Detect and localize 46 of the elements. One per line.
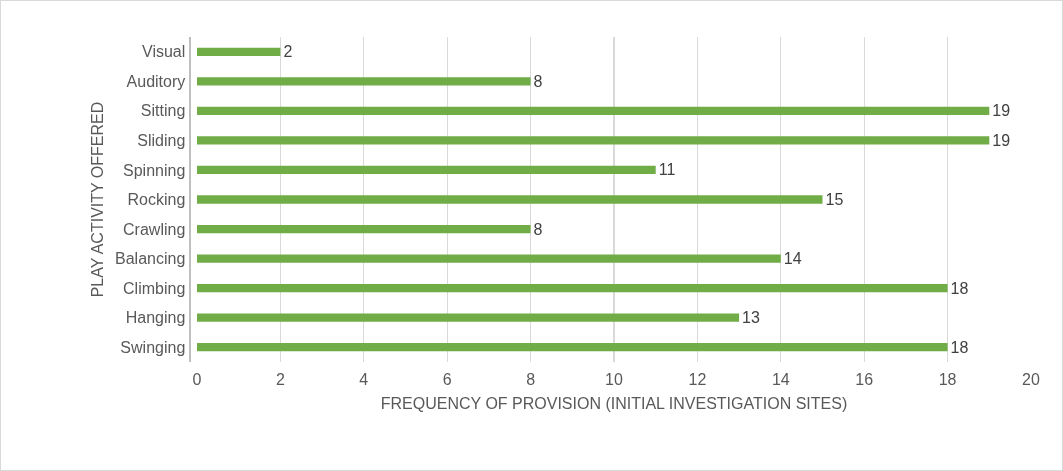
x-tick-label: 16 — [855, 371, 874, 388]
bar — [197, 313, 740, 322]
y-tick-label: Auditory — [126, 72, 186, 90]
data-label: 15 — [825, 191, 844, 208]
x-tick-label: 8 — [526, 371, 536, 388]
y-tick-label: Crawling — [123, 220, 186, 238]
data-label: 18 — [950, 338, 969, 356]
bar — [197, 254, 781, 263]
data-label: 11 — [658, 161, 676, 179]
x-axis-title: FREQUENCY OF PROVISION (INITIAL INVESTIGATION SITES) — [380, 394, 848, 412]
data-label: 13 — [742, 309, 760, 327]
data-label: 18 — [950, 279, 969, 297]
y-tick-label: Balancing — [115, 250, 186, 268]
data-label: 8 — [533, 72, 543, 90]
y-tick-label: Spinning — [123, 161, 186, 179]
data-label: 19 — [992, 131, 1011, 149]
y-tick-label: Climbing — [123, 279, 186, 297]
x-tick-label: 14 — [771, 371, 790, 388]
data-label: 19 — [992, 102, 1011, 120]
x-tick-label: 20 — [1022, 371, 1040, 388]
x-tick-label: 12 — [688, 371, 707, 388]
bar — [197, 77, 531, 86]
y-tick-label: Visual — [142, 43, 186, 61]
y-tick-label: Sliding — [137, 132, 186, 150]
y-tick-label: Swinging — [120, 338, 186, 356]
bar — [197, 195, 823, 204]
data-label: 8 — [533, 220, 543, 238]
x-tick-label: 0 — [192, 371, 202, 388]
data-label: 14 — [783, 250, 802, 268]
bar — [197, 224, 531, 234]
bar — [197, 106, 990, 115]
x-tick-label: 10 — [605, 371, 623, 388]
bar — [197, 47, 281, 56]
y-tick-label: Rocking — [127, 191, 186, 209]
bar — [197, 136, 990, 145]
x-tick-label: 6 — [442, 371, 452, 388]
y-axis-title: PLAY ACTIVITY OFFERED — [88, 101, 106, 298]
bar — [197, 343, 948, 352]
x-tick-label: 18 — [938, 371, 957, 388]
data-label: 2 — [283, 43, 293, 61]
bar — [197, 165, 656, 175]
x-tick-label: 4 — [359, 371, 369, 388]
x-tick-label: 2 — [275, 371, 285, 388]
y-tick-label: Sitting — [140, 102, 186, 120]
y-tick-label: Hanging — [125, 309, 186, 327]
bar — [197, 284, 948, 293]
